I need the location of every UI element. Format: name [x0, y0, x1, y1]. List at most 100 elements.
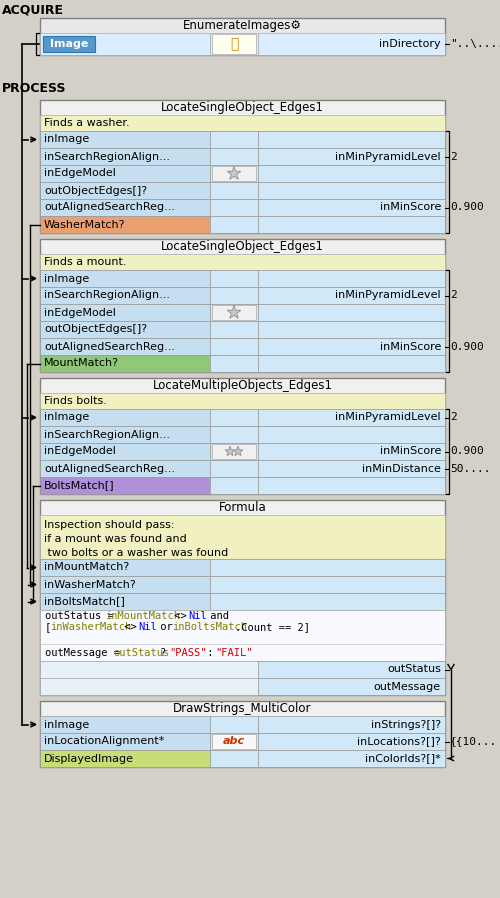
- Bar: [40, 287, 210, 304]
- Bar: [40, 378, 445, 494]
- Bar: [210, 304, 258, 321]
- Bar: [258, 443, 445, 460]
- Bar: [210, 355, 258, 372]
- Bar: [210, 733, 258, 750]
- Bar: [210, 131, 258, 148]
- Bar: [258, 270, 445, 287]
- Bar: [212, 734, 256, 749]
- Bar: [212, 305, 256, 320]
- Bar: [210, 460, 258, 477]
- Bar: [40, 477, 210, 494]
- Bar: [40, 182, 210, 199]
- Text: if a mount was found and: if a mount was found and: [44, 534, 187, 544]
- Text: 0.900: 0.900: [450, 203, 484, 213]
- Bar: [40, 716, 210, 733]
- Bar: [210, 593, 445, 610]
- Text: inLocations?[]?: inLocations?[]?: [357, 736, 441, 746]
- Text: inMountMatch?: inMountMatch?: [44, 562, 129, 573]
- Bar: [212, 34, 256, 54]
- Text: .Count == 2]: .Count == 2]: [235, 622, 310, 632]
- Bar: [210, 716, 258, 733]
- Bar: [258, 165, 445, 182]
- Bar: [40, 576, 210, 593]
- Bar: [40, 678, 258, 695]
- Text: Nil: Nil: [138, 622, 157, 632]
- Text: inDirectory: inDirectory: [380, 39, 441, 49]
- Text: inWasherMatch?: inWasherMatch?: [44, 579, 136, 589]
- Text: <>: <>: [168, 611, 193, 621]
- Text: LocateMultipleObjects_Edges1: LocateMultipleObjects_Edges1: [152, 379, 332, 392]
- Text: Formula: Formula: [218, 501, 266, 514]
- Polygon shape: [228, 305, 240, 318]
- Text: inMinScore: inMinScore: [380, 341, 441, 351]
- Bar: [40, 338, 210, 355]
- Text: inEdgeModel: inEdgeModel: [44, 446, 116, 456]
- Bar: [40, 304, 210, 321]
- Text: outAlignedSearchReg...: outAlignedSearchReg...: [44, 463, 175, 473]
- Text: inWasherMatch: inWasherMatch: [50, 622, 131, 632]
- Text: 50....: 50....: [450, 463, 490, 473]
- Text: and: and: [204, 611, 229, 621]
- Text: outStatus: outStatus: [113, 647, 169, 657]
- Bar: [210, 165, 258, 182]
- Text: LocateSingleObject_Edges1: LocateSingleObject_Edges1: [161, 240, 324, 253]
- Bar: [210, 426, 258, 443]
- Text: abc: abc: [223, 736, 245, 746]
- Bar: [210, 409, 258, 426]
- Text: 2: 2: [450, 290, 457, 301]
- Bar: [40, 18, 445, 55]
- Bar: [40, 460, 210, 477]
- Bar: [258, 661, 445, 678]
- Bar: [40, 426, 210, 443]
- Bar: [210, 443, 258, 460]
- Bar: [212, 166, 256, 181]
- Text: 0.900: 0.900: [450, 341, 484, 351]
- Bar: [258, 338, 445, 355]
- Text: {{10...: {{10...: [450, 736, 497, 746]
- Bar: [258, 355, 445, 372]
- Bar: [210, 750, 258, 767]
- Bar: [40, 661, 258, 678]
- Text: Image: Image: [50, 39, 88, 49]
- Bar: [258, 33, 445, 55]
- Bar: [43, 36, 95, 52]
- Text: Finds a washer.: Finds a washer.: [44, 118, 130, 128]
- Bar: [258, 460, 445, 477]
- Text: outStatus =: outStatus =: [45, 611, 120, 621]
- Bar: [210, 477, 258, 494]
- Bar: [210, 270, 258, 287]
- Bar: [258, 716, 445, 733]
- Bar: [258, 148, 445, 165]
- Text: <>: <>: [118, 622, 143, 632]
- Bar: [40, 254, 445, 270]
- Text: outObjectEdges[]?: outObjectEdges[]?: [44, 324, 147, 334]
- Bar: [40, 701, 445, 767]
- Bar: [210, 182, 258, 199]
- Bar: [210, 33, 258, 55]
- Polygon shape: [225, 446, 235, 455]
- Bar: [258, 426, 445, 443]
- Text: "..\.....: "..\.....: [450, 39, 500, 49]
- Text: LocateSingleObject_Edges1: LocateSingleObject_Edges1: [161, 101, 324, 114]
- Text: DrawStrings_MultiColor: DrawStrings_MultiColor: [174, 702, 312, 715]
- Bar: [40, 750, 210, 767]
- Text: two bolts or a washer was found: two bolts or a washer was found: [44, 548, 228, 558]
- Bar: [40, 443, 210, 460]
- Text: Finds bolts.: Finds bolts.: [44, 396, 107, 406]
- Bar: [40, 733, 210, 750]
- Bar: [258, 199, 445, 216]
- Bar: [40, 355, 210, 372]
- Text: outStatus: outStatus: [387, 665, 441, 674]
- Text: outAlignedSearchReg...: outAlignedSearchReg...: [44, 341, 175, 351]
- Text: EnumerateImages⚙: EnumerateImages⚙: [183, 19, 302, 32]
- Text: WasherMatch?: WasherMatch?: [44, 219, 126, 230]
- Text: outMessage: outMessage: [374, 682, 441, 691]
- Text: ?: ?: [160, 647, 172, 657]
- Bar: [210, 321, 258, 338]
- Bar: [210, 199, 258, 216]
- Polygon shape: [233, 446, 243, 455]
- Text: Finds a mount.: Finds a mount.: [44, 257, 126, 267]
- Bar: [258, 131, 445, 148]
- Bar: [258, 678, 445, 695]
- Text: Nil: Nil: [188, 611, 207, 621]
